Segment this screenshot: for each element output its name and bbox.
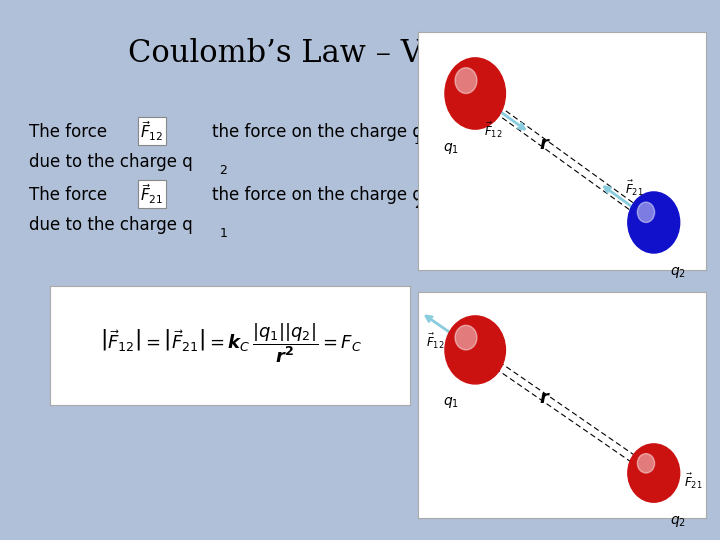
Text: $\vec{F}_{12}$: $\vec{F}_{12}$ <box>426 332 444 351</box>
Text: $q_2$: $q_2$ <box>670 514 686 529</box>
Text: 2: 2 <box>414 198 422 211</box>
Text: $\left|\vec{F}_{12}\right| = \left|\vec{F}_{21}\right| = \boldsymbol{k}_C\,\dfra: $\left|\vec{F}_{12}\right| = \left|\vec{… <box>99 321 361 365</box>
Circle shape <box>445 316 505 384</box>
Text: The force: The force <box>29 123 107 141</box>
Circle shape <box>455 325 477 350</box>
Text: $\vec{F}_{21}$: $\vec{F}_{21}$ <box>140 182 164 206</box>
Text: 2: 2 <box>220 164 228 177</box>
Text: due to the charge q: due to the charge q <box>29 153 192 171</box>
Text: The force: The force <box>29 186 107 205</box>
Text: the force on the charge q: the force on the charge q <box>212 186 423 205</box>
Text: $q_1$: $q_1$ <box>443 141 459 156</box>
Text: $\vec{F}_{12}$: $\vec{F}_{12}$ <box>140 119 163 143</box>
Text: $q_1$: $q_1$ <box>443 395 459 410</box>
Text: the force on the charge q: the force on the charge q <box>212 123 423 141</box>
Text: $\boldsymbol{r}$: $\boldsymbol{r}$ <box>539 135 551 153</box>
Text: $\boldsymbol{r}$: $\boldsymbol{r}$ <box>539 389 551 407</box>
Circle shape <box>628 444 680 502</box>
Text: due to the charge q: due to the charge q <box>29 216 192 234</box>
Text: Coulomb’s Law – Vector Form: Coulomb’s Law – Vector Form <box>128 38 592 69</box>
Circle shape <box>455 68 477 93</box>
Circle shape <box>628 192 680 253</box>
Circle shape <box>637 202 654 222</box>
Text: $\vec{F}_{21}$: $\vec{F}_{21}$ <box>685 472 703 491</box>
Text: $q_2$: $q_2$ <box>670 265 686 280</box>
Text: $\vec{F}_{21}$: $\vec{F}_{21}$ <box>625 179 644 198</box>
Circle shape <box>445 58 505 129</box>
Text: 1: 1 <box>414 134 422 147</box>
Circle shape <box>637 454 654 473</box>
Text: 1: 1 <box>220 227 228 240</box>
Text: $\vec{F}_{12}$: $\vec{F}_{12}$ <box>484 121 503 140</box>
